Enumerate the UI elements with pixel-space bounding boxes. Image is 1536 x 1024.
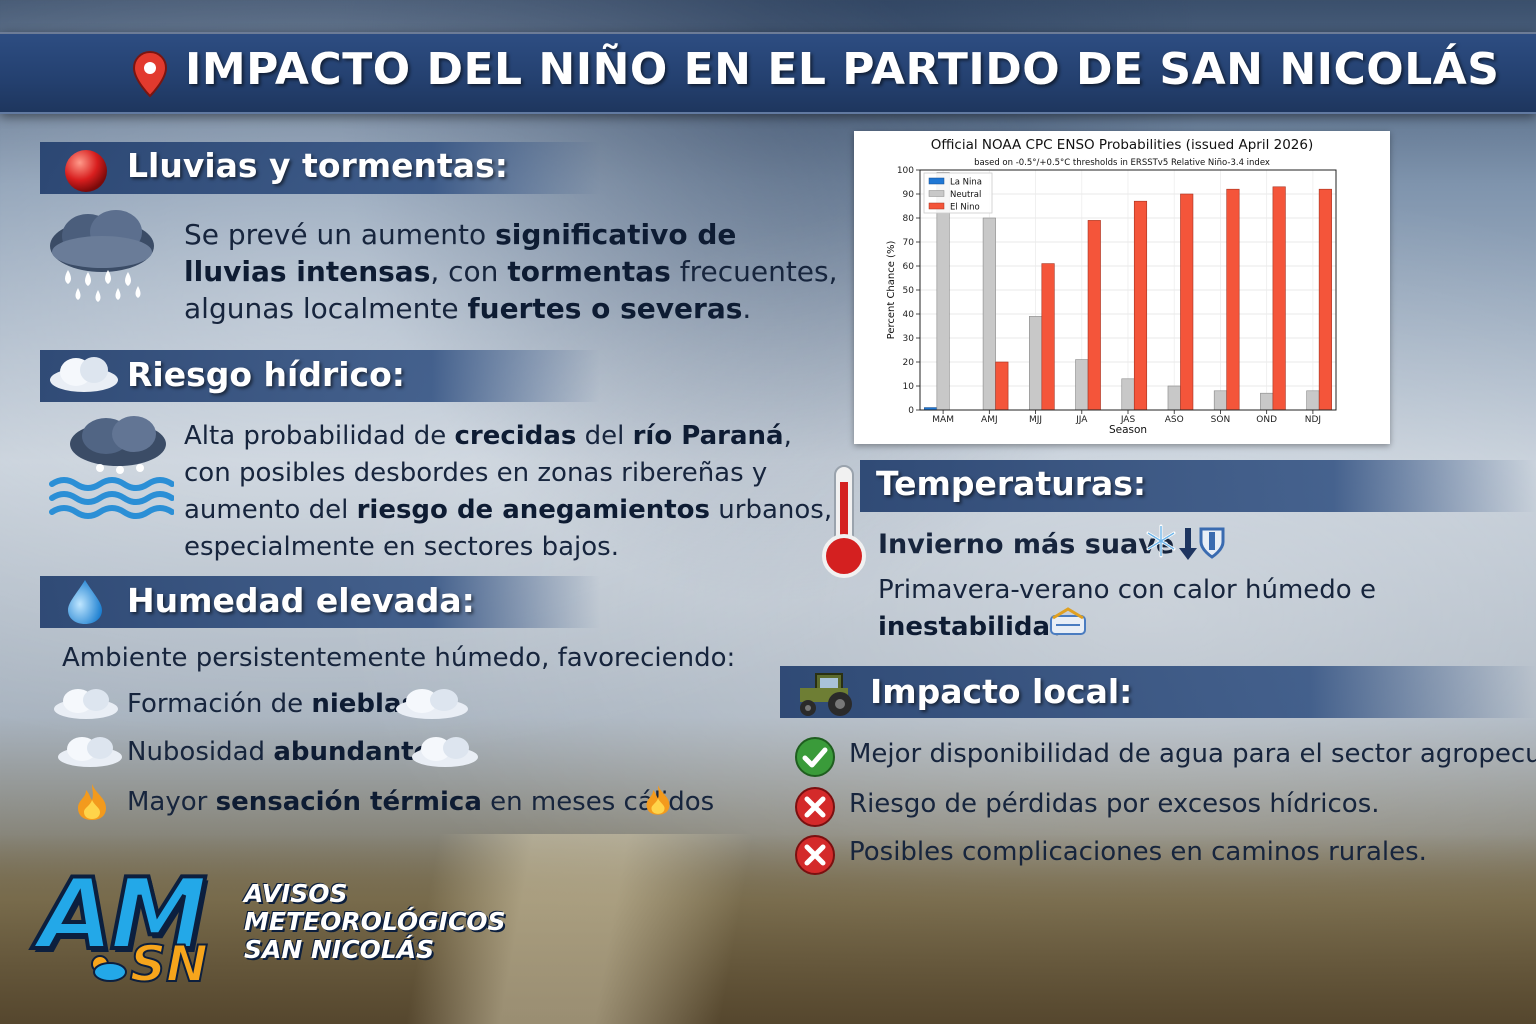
humedad-item-nubosidad: Nubosidad abundante <box>127 737 432 767</box>
cloud-icon <box>412 737 478 767</box>
cross-icon <box>795 787 835 827</box>
legend-label: Neutral <box>950 190 981 200</box>
location-pin-icon <box>132 50 168 98</box>
bar-neutral <box>1213 390 1227 411</box>
snowflake-icon <box>1146 524 1176 558</box>
shield-icon <box>1199 527 1225 559</box>
impacto-item-caminos: Posibles complicaciones en caminos rural… <box>849 837 1427 867</box>
impacto-title: Impacto local: <box>870 672 1133 711</box>
bar-neutral <box>1029 316 1043 411</box>
y-tick-label: 50 <box>903 286 915 296</box>
bar-neutral <box>982 217 996 411</box>
home-cloud-icon <box>1050 607 1086 635</box>
impacto-item-perdidas: Riesgo de pérdidas por excesos hídricos. <box>849 789 1380 819</box>
y-tick-label: 80 <box>903 214 915 224</box>
x-tick-label: JJA <box>1075 415 1088 425</box>
x-tick-label: NDJ <box>1305 415 1321 425</box>
riesgo-text: Alta probabilidad de crecidas del río Pa… <box>184 421 833 562</box>
chart-title: Official NOAA CPC ENSO Probabilities (is… <box>931 137 1314 153</box>
fog-cloud-icon <box>396 689 468 719</box>
red-ball-icon <box>65 150 107 192</box>
humedad-intro: Ambiente persistentemente húmedo, favore… <box>62 643 736 673</box>
bar-el-nino <box>1180 193 1194 411</box>
fire-icon <box>646 785 670 815</box>
legend-label: La Nina <box>950 178 982 188</box>
lluvias-text: Se prevé un aumento significativo de llu… <box>184 218 838 325</box>
bar-neutral <box>1306 390 1320 411</box>
chart-svg: Official NOAA CPC ENSO Probabilities (is… <box>886 137 1337 436</box>
x-tick-label: MAM <box>932 415 954 425</box>
y-tick-label: 60 <box>903 262 915 272</box>
legend-swatch <box>928 202 945 210</box>
bar-neutral <box>1121 378 1135 411</box>
y-axis-label: Percent Chance (%) <box>886 241 897 340</box>
bar-el-nino <box>995 361 1009 411</box>
x-tick-label: ASO <box>1165 415 1184 425</box>
bar-neutral <box>1075 359 1089 411</box>
enso-probability-chart: Official NOAA CPC ENSO Probabilities (is… <box>854 131 1390 444</box>
x-tick-label: OND <box>1256 415 1277 425</box>
x-tick-label: SON <box>1211 415 1231 425</box>
check-icon <box>795 737 835 777</box>
flood-icon <box>49 416 174 519</box>
humedad-title: Humedad elevada: <box>127 581 475 620</box>
page-title: IMPACTO DEL NIÑO EN EL PARTIDO DE SAN NI… <box>185 44 1500 95</box>
y-tick-label: 40 <box>903 310 915 320</box>
title-banner <box>0 32 1536 114</box>
temperaturas-header-bar <box>860 460 1536 512</box>
y-tick-label: 100 <box>897 166 914 176</box>
y-tick-label: 0 <box>908 406 914 416</box>
y-tick-label: 10 <box>903 382 915 392</box>
background-landscape <box>0 834 1536 1024</box>
bar-el-nino <box>1133 200 1148 411</box>
cross-icon <box>795 835 835 875</box>
bar-neutral <box>1167 385 1181 411</box>
tractor-icon <box>800 673 852 716</box>
thermometer-icon <box>822 465 866 578</box>
lluvias-title: Lluvias y tormentas: <box>127 146 508 185</box>
x-tick-label: JAS <box>1120 415 1136 425</box>
cloud-icon <box>58 737 122 767</box>
lluvias-header-bar <box>40 142 600 194</box>
temperaturas-primavera: Primavera-verano con calor húmedo e ines… <box>878 575 1376 642</box>
temperaturas-invierno: Invierno más suave <box>878 529 1175 560</box>
cloud-icon <box>50 357 118 392</box>
logo-am: AM <box>36 856 209 974</box>
bar-el-nino <box>1041 263 1055 411</box>
humedad-item-nieblas: Formación de nieblas <box>127 689 417 719</box>
bar-el-nino <box>1087 220 1101 411</box>
fire-icon <box>78 784 106 820</box>
legend-label: El Nino <box>950 203 980 213</box>
x-tick-label: AMJ <box>981 415 998 425</box>
humedad-item-sensacion: Mayor sensación térmica en meses cálidos <box>127 787 715 817</box>
arrow-down-icon <box>1179 528 1197 560</box>
y-tick-label: 90 <box>903 190 915 200</box>
chart-subtitle: based on -0.5°/+0.5°C thresholds in ERSS… <box>974 158 1270 168</box>
impacto-item-agua: Mejor disponibilidad de agua para el sec… <box>849 739 1536 769</box>
plot-frame <box>919 169 1337 411</box>
riesgo-header-bar <box>40 350 600 402</box>
temperaturas-title: Temperaturas: <box>876 464 1147 503</box>
y-tick-label: 30 <box>903 334 915 344</box>
y-tick-label: 20 <box>903 358 915 368</box>
riesgo-title: Riesgo hídrico: <box>127 355 405 394</box>
y-tick-label: 70 <box>903 238 915 248</box>
water-drop-icon <box>68 580 102 624</box>
bar-el-nino <box>1318 188 1332 411</box>
bar-el-nino <box>1272 186 1286 411</box>
impacto-header-bar <box>780 666 1536 718</box>
weather-logo-icon <box>91 955 127 982</box>
x-tick-label: MJJ <box>1029 415 1042 425</box>
logo-text: AVISOS METEOROLÓGICOS SAN NICOLÁS <box>244 879 506 964</box>
legend-swatch <box>928 177 945 185</box>
humedad-header-bar <box>40 576 600 628</box>
logo-sn: SN <box>129 934 209 994</box>
bar-el-nino <box>1226 188 1240 411</box>
bar-neutral <box>1260 392 1274 411</box>
rain-cloud-icon <box>50 210 154 302</box>
cloud-icon <box>54 689 118 719</box>
x-axis-label: Season <box>1109 424 1147 436</box>
legend-swatch <box>928 190 945 197</box>
